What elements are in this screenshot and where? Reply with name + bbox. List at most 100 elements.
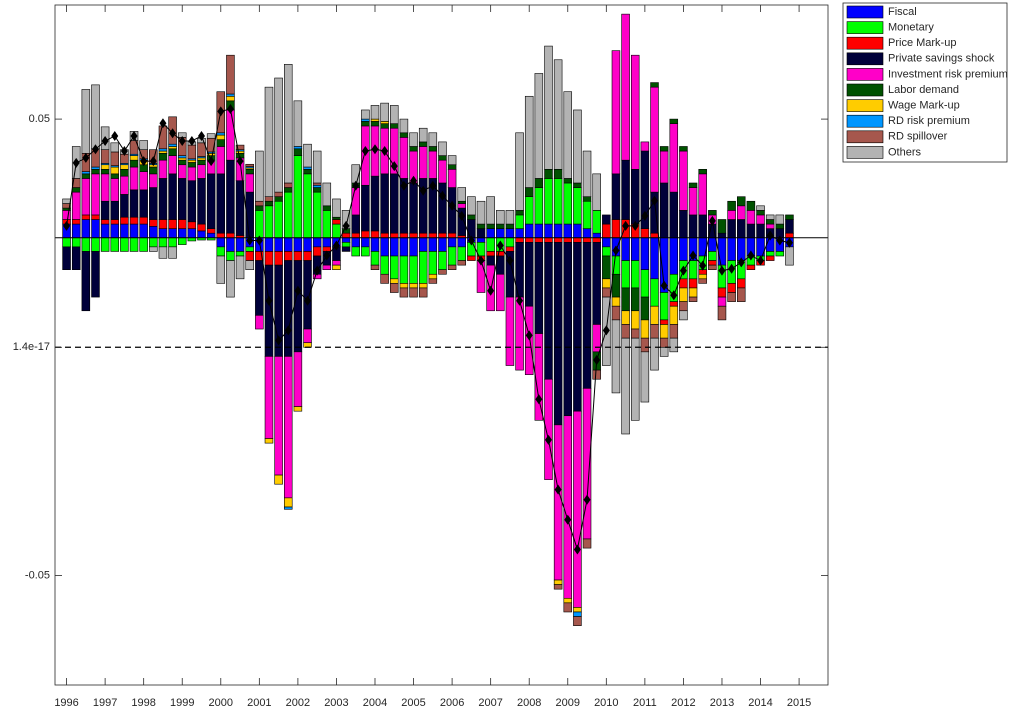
bar-segment — [611, 319, 621, 394]
bar-segment — [322, 237, 332, 248]
bar-segment — [447, 164, 457, 170]
total-marker — [419, 185, 427, 196]
bar-segment — [592, 369, 601, 380]
bar-segment — [361, 246, 370, 257]
bar-segment — [428, 132, 438, 147]
bar-segment — [418, 146, 428, 179]
plot-area — [55, 5, 828, 685]
x-tick-label: 2006 — [440, 697, 464, 709]
bar-segment — [438, 232, 447, 239]
bar-segment — [110, 166, 120, 175]
bar-segment — [351, 246, 360, 257]
bar-segment — [332, 219, 341, 225]
bar-segment — [149, 246, 158, 252]
bar-segment — [524, 95, 534, 188]
bar-segment — [621, 324, 630, 339]
bar-segment — [737, 237, 746, 261]
bar-segment — [129, 216, 139, 225]
bar-segment — [226, 251, 235, 261]
bar-segment — [467, 255, 476, 261]
bar-segment — [621, 287, 630, 312]
bar-segment — [312, 246, 322, 257]
total-marker — [111, 130, 119, 141]
bar-segment — [650, 278, 659, 307]
bar-segment — [785, 219, 794, 234]
bar-segment — [447, 232, 457, 239]
bar-segment — [303, 168, 312, 175]
bar-segment — [486, 228, 495, 239]
bar-segment — [149, 226, 158, 239]
bar-segment — [775, 223, 785, 229]
bar-segment — [669, 123, 679, 193]
bar-segment — [168, 228, 177, 239]
bar-segment — [283, 260, 293, 357]
bar-segment — [496, 251, 505, 257]
bar-segment — [245, 168, 254, 175]
bar-segment — [409, 232, 418, 239]
bar-segment — [158, 219, 168, 229]
bar-segment — [418, 232, 428, 239]
bar-segment — [158, 150, 168, 154]
bar-segment — [283, 191, 293, 239]
bar-segment — [197, 178, 206, 225]
bar-segment — [534, 178, 544, 188]
bar-segment — [129, 159, 139, 168]
bar-segment — [428, 251, 438, 275]
bar-segment — [698, 173, 707, 216]
bar-segment — [592, 210, 601, 234]
bar-segment — [274, 251, 283, 266]
bar-segment — [177, 164, 187, 179]
bar-segment — [322, 205, 332, 211]
bar-segment — [380, 173, 389, 234]
total-marker — [651, 195, 659, 206]
bar-segment — [303, 237, 312, 252]
bar-segment — [380, 237, 389, 257]
bar-segment — [630, 328, 640, 339]
bar-segment — [216, 232, 226, 239]
bar-segment — [370, 237, 380, 252]
bar-segment — [640, 337, 650, 353]
bar-segment — [216, 246, 226, 257]
bar-segment — [409, 287, 418, 298]
legend-label: Investment risk premium — [888, 68, 1008, 80]
bar-segment — [255, 315, 264, 330]
bar-segment — [592, 237, 601, 243]
bar-segment — [264, 196, 274, 202]
bar-segment — [226, 54, 235, 95]
legend-swatch — [846, 83, 884, 97]
bar-segment — [110, 142, 120, 153]
bar-segment — [226, 159, 235, 234]
bar-segment — [467, 219, 476, 239]
y-tick-label: 1.4e-17 — [13, 341, 50, 353]
bar-segment — [746, 264, 756, 270]
bar-segment — [71, 187, 81, 193]
bar-segment — [573, 410, 582, 608]
bar-segment — [418, 251, 428, 284]
bar-segment — [756, 205, 765, 211]
bar-segment — [283, 187, 293, 193]
bar-segment — [486, 223, 495, 229]
bar-segment — [524, 237, 534, 243]
x-tick-label: 2014 — [748, 697, 772, 709]
bar-segment — [255, 200, 264, 207]
bar-segment — [168, 155, 177, 175]
bar-segment — [524, 223, 534, 239]
bar-segment — [235, 255, 245, 280]
bar-segment — [264, 438, 274, 444]
bar-segment — [428, 232, 438, 239]
bar-segment — [544, 237, 553, 243]
bar-segment — [553, 242, 563, 426]
bar-segment — [235, 144, 245, 150]
bar-segment — [226, 237, 235, 252]
total-marker — [371, 144, 379, 155]
bar-segment — [264, 237, 274, 252]
bar-segment — [630, 287, 640, 312]
bar-segment — [534, 237, 544, 243]
bar-segment — [332, 223, 341, 239]
bar-segment — [563, 237, 573, 243]
bar-segment — [91, 251, 100, 298]
total-marker — [477, 255, 485, 266]
bar-segment — [149, 219, 158, 227]
bar-segment — [187, 228, 197, 239]
